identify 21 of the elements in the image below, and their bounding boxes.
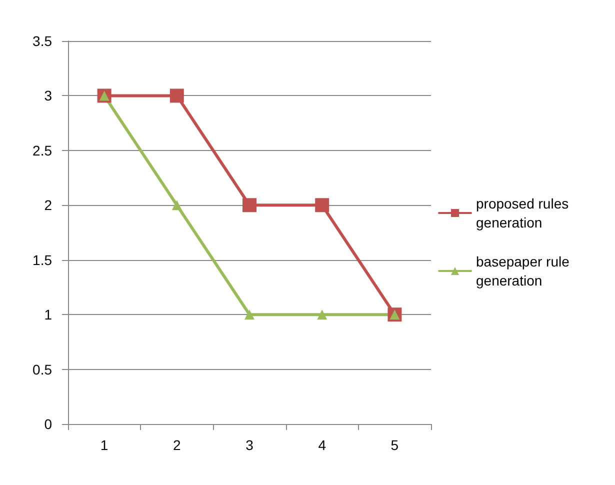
y-tick-label: 2 — [44, 197, 52, 214]
point — [315, 198, 330, 212]
x-tick-label: 5 — [390, 437, 399, 453]
point — [170, 88, 184, 103]
point — [172, 200, 182, 210]
y-tick-label: 2.5 — [32, 142, 52, 158]
y-tick-label: 1.5 — [32, 252, 52, 268]
point — [244, 310, 254, 320]
y-tick-label: 0 — [44, 416, 52, 432]
x-tick-label: 4 — [318, 437, 326, 453]
y-tick-label: 3 — [44, 88, 52, 104]
legend-label: basepaper rule generation — [476, 254, 574, 288]
point — [317, 310, 328, 320]
y-tick-label: 3.5 — [32, 33, 52, 49]
legend-label: proposed rules generation — [476, 196, 573, 230]
y-tick-label: 0.5 — [32, 361, 52, 378]
x-tick-label: 3 — [246, 437, 254, 453]
x-tick-label: 1 — [100, 437, 108, 453]
point — [242, 198, 256, 212]
x-tick-label: 2 — [173, 437, 181, 453]
y-tick-label: 1 — [44, 306, 52, 323]
